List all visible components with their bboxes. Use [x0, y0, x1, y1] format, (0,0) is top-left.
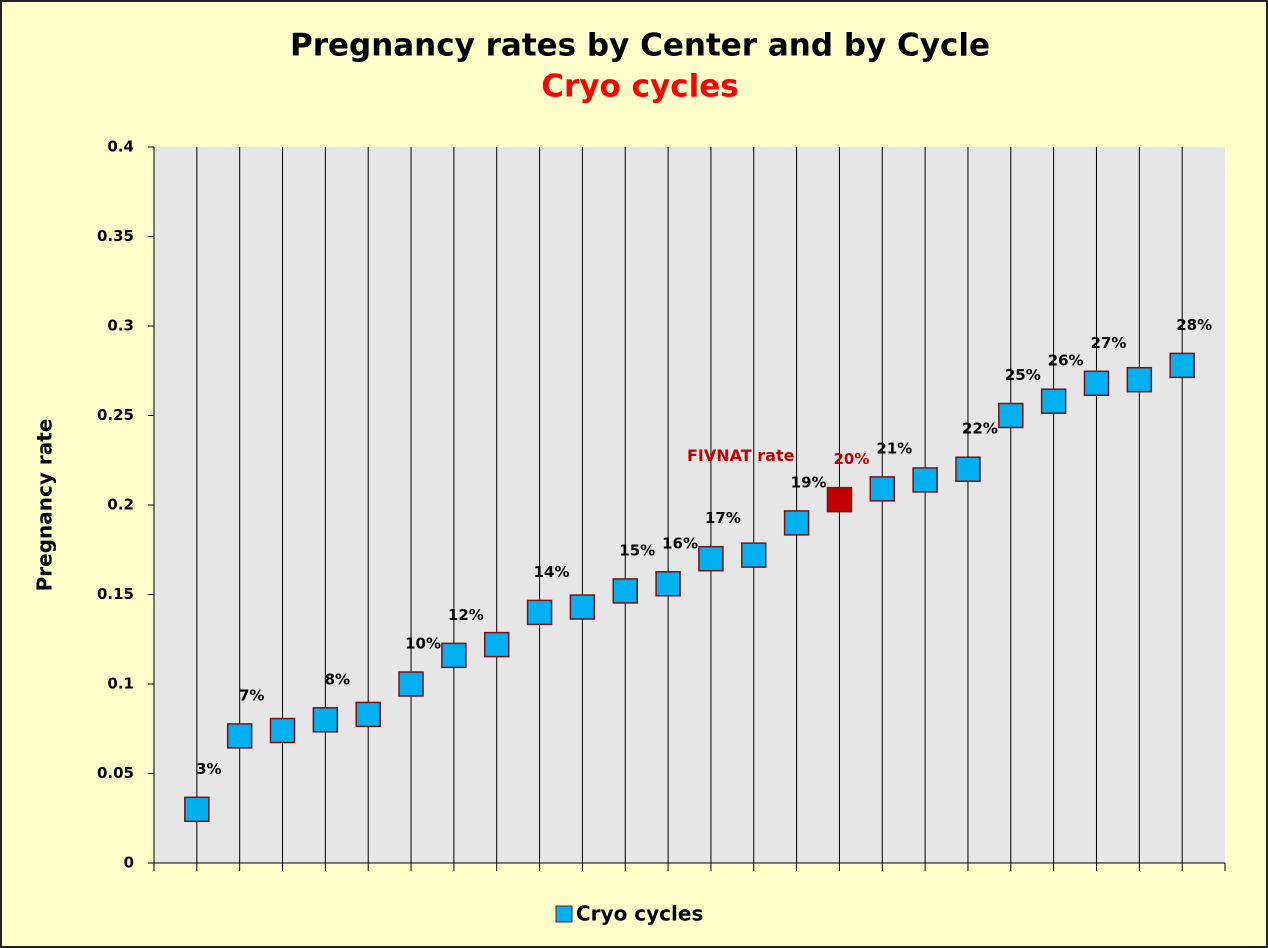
marker: [998, 402, 1024, 429]
y-tick-label: 0.05: [97, 764, 134, 782]
data-label: 21%: [876, 439, 912, 457]
y-tick-label: 0: [124, 854, 134, 872]
plot-area: [154, 147, 1225, 863]
data-label: 16%: [662, 534, 698, 552]
marker: [312, 707, 339, 733]
marker: [355, 701, 381, 728]
marker: [226, 723, 253, 749]
marker: [955, 456, 981, 482]
y-tick-label: 0.4: [107, 138, 134, 156]
data-label: 14%: [534, 563, 570, 581]
y-tick-label: 0.3: [107, 317, 134, 335]
y-tick-label: 0.25: [97, 406, 134, 424]
data-label: 20%: [833, 450, 869, 468]
marker: [741, 542, 767, 568]
data-label: 25%: [1005, 366, 1041, 384]
y-tick-label: 0.2: [107, 496, 134, 514]
data-label: 8%: [325, 670, 350, 688]
marker: [398, 671, 424, 697]
marker: [1083, 370, 1110, 397]
marker: [483, 631, 510, 658]
data-label: 12%: [448, 606, 484, 624]
marker: [612, 578, 638, 604]
marker: [1169, 352, 1195, 379]
marker: [184, 796, 210, 823]
data-label: 27%: [1091, 334, 1127, 352]
data-label: 15%: [619, 541, 655, 559]
y-tick-label: 0.1: [107, 675, 134, 693]
data-label: 22%: [962, 420, 998, 438]
data-label: 7%: [239, 686, 264, 704]
data-label: 10%: [405, 635, 441, 653]
marker: [1126, 366, 1153, 393]
data-label: 28%: [1176, 316, 1212, 334]
chart-subtitle: Cryo cycles: [541, 69, 738, 105]
marker: [269, 717, 296, 744]
marker: [698, 545, 724, 572]
marker: [655, 571, 681, 597]
annotation: FIVNAT rate: [687, 446, 795, 465]
data-label: 17%: [705, 509, 741, 527]
marker: [526, 599, 553, 626]
legend-label: Cryo cycles: [576, 902, 703, 926]
y-axis-label: Pregnancy rate: [33, 419, 57, 592]
legend-swatch: [555, 905, 573, 923]
marker: [441, 642, 467, 669]
y-tick-label: 0.35: [97, 227, 134, 245]
marker: [826, 486, 853, 513]
chart-title: Pregnancy rates by Center and by Cycle: [290, 28, 990, 64]
marker: [1040, 388, 1067, 414]
marker: [783, 510, 810, 536]
marker: [569, 594, 596, 620]
y-tick-label: 0.15: [97, 585, 134, 603]
marker: [869, 476, 896, 502]
marker: [912, 467, 938, 493]
data-label: 26%: [1048, 352, 1084, 370]
data-label: 19%: [791, 473, 827, 491]
data-label: 3%: [196, 760, 221, 778]
